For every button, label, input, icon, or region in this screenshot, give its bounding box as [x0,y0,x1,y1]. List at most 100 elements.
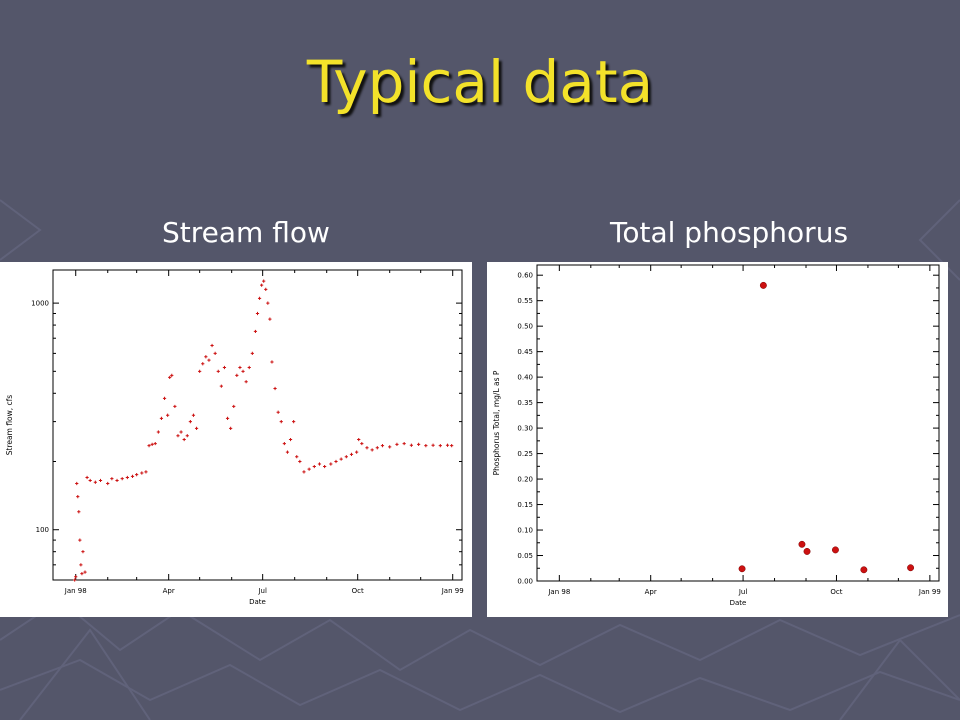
y-tick-label: 0.05 [517,552,533,560]
stream-flow-data-point [282,441,286,446]
phosphorus-data-point [832,546,839,554]
stream-flow-data-point [182,437,186,442]
stream-flow-data-point [395,442,399,446]
phosphorus-data-point [759,281,767,289]
stream-flow-data-point [431,443,435,447]
stream-flow-data-point [194,426,199,430]
stream-flow-data-point [260,283,264,287]
stream-flow-data-point [188,420,192,424]
stream-flow-data-point [170,373,174,377]
stream-flow-data-point [273,386,277,391]
phosphorus-chart-panel: Jan 98 Apr Jul Oct Jan 99 0.00 0.05 0.10 0.15 0.2… [487,262,948,617]
stream-flow-data-point [241,369,245,373]
x-tick-label: Jan 99 [918,588,941,596]
stream-flow-data-point [207,358,211,362]
stream-flow-data-point [210,343,214,348]
stream-flow-data-point [317,462,322,466]
stream-flow-data-point [417,442,421,446]
stream-flow-data-point [307,467,311,471]
x-tick-label: Jan 99 [441,587,464,595]
stream-flow-data-point [77,510,81,514]
y-tick-label: 0.35 [517,399,533,407]
stream-flow-data-point [450,444,454,448]
stream-flow-label: Stream flow [162,216,330,249]
stream-flow-data-point [115,478,119,483]
stream-flow-data-point [185,434,189,438]
stream-flow-data-point [166,413,170,417]
y-tick-label: 0.10 [517,527,533,535]
stream-flow-data-point [173,404,177,409]
stream-flow-data-point [238,365,242,370]
stream-flow-data-point [156,430,160,434]
stream-flow-data-point [73,578,77,582]
stream-flow-data-point [198,369,202,373]
y-tick-label: 0.50 [517,323,533,331]
stream-flow-data-point [79,563,83,567]
stream-flow-data-point [222,365,227,370]
phosphorus-data-point [860,566,868,574]
phosphorus-data-point [738,565,746,573]
stream-flow-data-point [268,317,272,321]
stream-flow-data-point [162,396,167,400]
y-tick-label: 0.20 [517,476,533,484]
stream-flow-chart-panel: Jan 98 Apr Jul Oct Jan 99 100 1000 Date Stream f… [0,262,472,617]
x-tick-label: Oct [830,588,842,596]
stream-flow-data-point [125,475,129,480]
stream-flow-data-point [159,416,164,420]
stream-flow-data-point [130,474,135,478]
stream-flow-data-point [312,464,316,469]
stream-flow-data-point [339,457,343,461]
stream-flow-data-point [176,434,180,438]
x-axis-label: Date [249,598,266,606]
stream-flow-data-point [153,441,157,446]
y-axis-label: Phosphorus Total, mg/L as P [492,370,501,475]
phosphorus-data-point [803,547,811,555]
y-tick-label: 0.00 [517,578,533,586]
stream-flow-data-point [402,441,406,446]
stream-flow-data-point [150,442,154,446]
y-tick-label: 0.40 [517,374,533,382]
stream-flow-data-point [349,452,354,456]
stream-flow-data-point [292,420,296,424]
stream-flow-data-point [380,444,385,448]
phosphorus-data-point [798,540,806,548]
y-axis-label: Stream flow, cfs [5,395,14,455]
stream-flow-data-point [445,443,450,447]
x-axis-label: Date [730,599,747,607]
stream-flow-data-point [110,477,114,481]
stream-flow-data-point [140,471,144,475]
stream-flow-data-point [235,373,239,377]
stream-flow-data-point [270,360,274,364]
phosphorus-data-point [907,564,915,572]
stream-flow-data-point [201,362,205,366]
stream-flow-data-point [329,462,333,466]
stream-flow-data-point [334,459,338,464]
y-tick-label: 0.45 [517,348,533,356]
stream-flow-data-point [219,384,223,388]
stream-flow-data-point [75,481,79,486]
plot-frame [536,264,940,582]
stream-flow-data-point [360,441,364,446]
stream-flow-data-point [120,477,124,481]
stream-flow-data-point [247,365,251,370]
stream-flow-data-point [225,416,230,420]
stream-flow-data-point [276,410,280,414]
stream-flow-data-point [365,446,369,450]
stream-flow-data-point [204,355,208,359]
stream-flow-data-point [216,369,220,373]
stream-flow-data-point [375,446,379,450]
stream-flow-data-point [255,311,260,316]
stream-flow-data-point [285,450,290,454]
x-tick-label: Apr [163,587,175,595]
x-tick-label: Jan 98 [64,587,87,595]
slide-title: Typical data [306,48,654,116]
stream-flow-data-point [370,448,374,452]
stream-flow-data-point [253,329,258,334]
stream-flow-data-point [244,380,248,384]
stream-flow-data-point [147,444,151,448]
stream-flow-data-point [232,404,236,409]
plot-frame [52,269,463,581]
y-tick-label: 0.30 [517,425,533,433]
y-tick-label: 0.60 [517,272,533,280]
